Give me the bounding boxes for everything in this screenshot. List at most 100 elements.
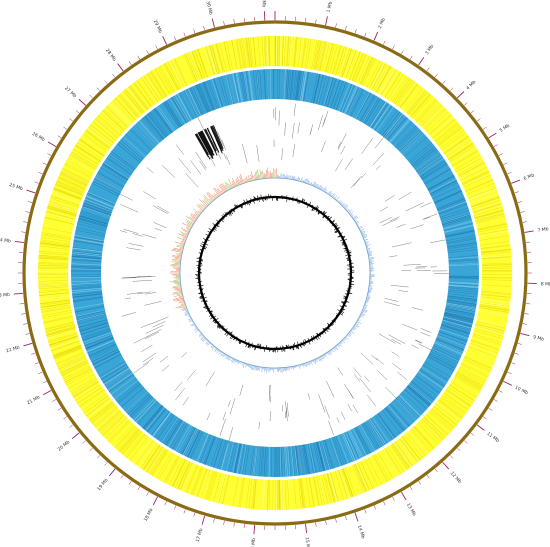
cds-mark <box>436 402 460 422</box>
cds-mark <box>480 296 511 301</box>
feature-mark <box>156 205 170 213</box>
cds-mark <box>172 459 186 487</box>
cds-mark <box>412 147 437 167</box>
cds-mark <box>319 441 328 471</box>
cds-mark <box>418 371 444 389</box>
gc-skew-mark <box>172 286 182 289</box>
cds-mark <box>38 256 69 260</box>
cds-mark <box>383 113 403 138</box>
cds-mark <box>318 41 325 71</box>
cds-mark <box>95 407 119 428</box>
cds-mark <box>448 282 479 285</box>
gc-skew-mark <box>304 363 306 367</box>
cds-mark <box>171 96 188 124</box>
cds-mark <box>94 354 122 369</box>
cds-mark <box>354 427 369 455</box>
cds-mark <box>152 411 171 437</box>
cds-mark <box>143 405 163 430</box>
gc-skew-mark <box>341 203 344 206</box>
cds-mark <box>332 437 343 466</box>
cds-mark <box>323 77 333 107</box>
cds-mark <box>443 315 473 324</box>
cds-mark <box>146 446 163 473</box>
cds-mark <box>443 315 473 324</box>
major-tick <box>13 292 24 295</box>
cds-mark <box>39 242 70 247</box>
cds-mark <box>203 81 215 110</box>
gc-skew-mark <box>300 177 303 182</box>
cds-mark <box>203 46 214 76</box>
cds-mark <box>411 380 436 400</box>
cds-mark <box>480 241 510 246</box>
cds-mark <box>396 80 414 106</box>
cds-mark <box>296 70 301 101</box>
minor-tick <box>345 26 347 31</box>
gc-skew-mark <box>179 299 185 302</box>
cds-mark <box>438 400 462 419</box>
cds-mark <box>481 255 512 258</box>
cds-mark <box>284 69 287 100</box>
cds-mark <box>301 444 307 475</box>
gc-skew-mark <box>353 216 358 220</box>
gc-skew-mark <box>181 222 192 229</box>
cds-mark <box>38 258 69 261</box>
cds-mark <box>71 252 102 256</box>
cds-mark <box>149 448 166 474</box>
feature-mark <box>337 133 347 150</box>
cds-mark <box>420 160 446 178</box>
cds-mark <box>333 436 345 466</box>
gc-skew-mark <box>189 316 191 318</box>
feature-mark <box>182 397 189 406</box>
feature-mark <box>384 298 399 302</box>
cds-mark <box>81 328 111 339</box>
cds-mark <box>465 179 493 192</box>
gc-skew-mark <box>367 252 372 254</box>
minor-tick <box>120 474 124 479</box>
cds-mark <box>128 86 147 111</box>
feature-mark <box>420 328 432 333</box>
cds-mark <box>445 137 470 156</box>
cds-mark <box>345 86 358 114</box>
cds-mark <box>383 113 403 138</box>
cds-mark <box>122 431 142 455</box>
cds-mark <box>85 197 114 209</box>
cds-mark <box>307 443 315 474</box>
minor-tick <box>128 480 132 485</box>
minor-tick <box>42 162 47 165</box>
cds-mark <box>480 248 511 253</box>
cds-mark <box>475 323 505 332</box>
gc-skew-mark <box>366 297 370 300</box>
feature-mark <box>360 352 374 365</box>
cds-mark <box>345 467 356 496</box>
cds-mark <box>184 428 199 456</box>
cds-mark <box>446 303 476 310</box>
tick-label: 24 Mb <box>0 237 11 245</box>
gc-skew-mark <box>231 358 235 364</box>
cds-mark <box>446 299 477 305</box>
cds-mark <box>46 329 76 338</box>
cds-mark <box>59 174 87 188</box>
gc-skew-mark <box>173 247 183 251</box>
cds-mark <box>165 419 182 446</box>
gc-skew-mark <box>242 362 244 366</box>
cds-mark <box>39 299 70 304</box>
cds-mark <box>445 230 475 237</box>
feature-mark <box>323 110 329 125</box>
cds-mark <box>345 86 359 115</box>
minor-tick <box>38 172 43 175</box>
cds-mark <box>82 204 112 215</box>
cds-mark <box>333 80 345 110</box>
cds-mark <box>163 418 181 445</box>
feature-mark <box>131 276 152 278</box>
cds-mark <box>153 108 172 134</box>
gc-skew-mark <box>310 360 313 366</box>
cds-mark <box>92 181 120 196</box>
cds-mark <box>288 36 291 67</box>
cds-mark <box>58 176 86 190</box>
cds-mark <box>448 264 479 266</box>
gc-skew-mark <box>323 354 326 358</box>
feature-mark <box>410 224 424 230</box>
cds-mark <box>208 45 218 75</box>
cds-mark <box>435 403 460 423</box>
cds-mark <box>75 309 106 317</box>
